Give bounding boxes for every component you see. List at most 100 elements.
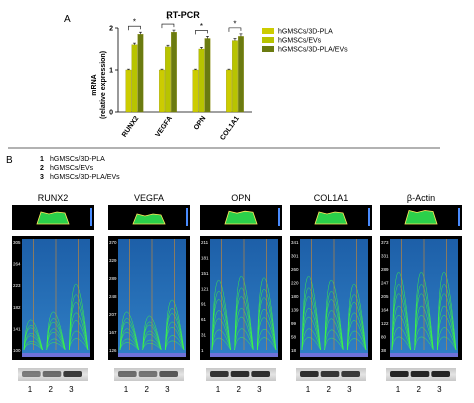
thumbnail-surface <box>224 210 258 225</box>
contour-line <box>142 330 162 351</box>
significance-star: * <box>233 19 236 28</box>
lane-key: 1 hGMSCs/3D-PLA 2 hGMSCs/EVs 3 hGMSCs/3D… <box>40 156 120 181</box>
y-tick-label: 1 <box>109 68 113 75</box>
significance-bracket <box>128 25 141 31</box>
heatmap-tick-label: 180 <box>291 294 299 299</box>
lane-number: 2 <box>326 385 331 394</box>
blot-panel-runx2: RUNX2 305 264 223 182 141 100 1 2 3 <box>12 193 94 394</box>
heatmap-tick-label: 121 <box>201 286 209 291</box>
heatmap-tick-label: 141 <box>13 326 21 331</box>
contour-line <box>119 342 139 351</box>
chart-legend: hGMSCs/3D-PLA hGMSCs/EVs hGMSCs/3D-PLA/EVs <box>262 28 348 54</box>
blot-band <box>42 371 62 377</box>
blot-panel--actin: β-Actin 373 331 289 247 205 164 122 80 38 1 2 3 <box>380 193 462 394</box>
blot-band <box>159 371 178 377</box>
x-tick-label: RUNX2 <box>121 115 140 139</box>
blot-band <box>341 371 360 377</box>
contour-line <box>23 341 43 351</box>
blot-band <box>118 371 137 377</box>
contour-line <box>69 283 89 351</box>
significance-bracket <box>195 30 208 35</box>
lane-strip <box>300 353 368 357</box>
blot-panel-vegfa: VEGFA 370 329 289 248 207 167 126 1 2 3 <box>108 193 190 394</box>
heatmap-tick-label: 91 <box>201 302 207 307</box>
contour-line <box>391 284 411 351</box>
lane-key-num-3: 3 <box>40 174 44 181</box>
y-axis-label: mRNA (relative expression) <box>91 51 107 119</box>
contour-line <box>437 336 457 351</box>
bar <box>125 69 132 113</box>
contour-line <box>347 330 367 351</box>
bar <box>226 69 232 113</box>
contour-line <box>211 279 231 351</box>
blot-band <box>431 371 450 377</box>
bar <box>204 38 211 113</box>
contour-line <box>347 283 367 351</box>
blot-band <box>390 371 409 377</box>
contour-line <box>257 337 277 351</box>
blot-panel-opn: OPN 211 181 151 121 91 61 31 1 1 2 3 <box>200 193 282 394</box>
lane-key-label-2: hGMSCs/EVs <box>50 165 94 172</box>
thumbnail-surface <box>132 213 166 225</box>
legend-swatch <box>262 28 274 34</box>
thumbnail-colorbar <box>278 208 280 226</box>
heatmap-tick-label: 38 <box>381 348 387 353</box>
significance-star: * <box>166 16 169 25</box>
contour-line <box>301 308 321 351</box>
legend-label: hGMSCs/3D-PLA <box>278 29 333 36</box>
bar <box>137 34 144 113</box>
heatmap-tick-label: 260 <box>291 267 299 272</box>
lane-number: 1 <box>28 385 33 394</box>
lane-number: 3 <box>347 385 352 394</box>
blot-panel-col1a1: COL1A1 341 301 260 220 180 139 99 58 18 1 2 3 <box>290 193 372 394</box>
bar <box>131 44 138 113</box>
blot-title: β-Actin <box>407 193 435 203</box>
blot-band <box>320 371 340 377</box>
heatmap-tick-label: 1 <box>201 348 204 353</box>
significance-star: * <box>133 18 136 27</box>
contour-line <box>234 308 254 351</box>
lane-number: 3 <box>437 385 442 394</box>
bar <box>159 69 165 113</box>
panel-a: A RT-PCR mRNA (relative expression) 0 1 2 *… <box>64 10 348 142</box>
lane-number: 2 <box>416 385 421 394</box>
lane-key-num-2: 2 <box>40 165 44 172</box>
y-tick-label: 2 <box>109 26 113 33</box>
bar <box>171 32 177 113</box>
contour-line <box>23 319 43 351</box>
heatmap-tick-label: 167 <box>109 330 117 335</box>
heatmap-tick-label: 370 <box>109 240 117 245</box>
heatmap-tick-label: 31 <box>201 333 207 338</box>
lane-strip <box>118 353 186 357</box>
heatmap-tick-label: 305 <box>13 240 21 245</box>
contour-line <box>165 321 185 351</box>
contour-line <box>324 329 344 351</box>
contour-line <box>414 284 434 351</box>
contour-line <box>437 284 457 351</box>
significance-bracket <box>228 27 242 32</box>
legend-swatch <box>262 37 274 43</box>
thumbnail-colorbar <box>458 208 460 226</box>
heatmap-tick-label: 207 <box>109 312 117 317</box>
legend-label: hGMSCs/EVs <box>278 38 322 45</box>
blot-band <box>410 371 430 377</box>
heatmap-tick-label: 223 <box>13 283 21 288</box>
contour-line <box>142 339 162 351</box>
heatmap-tick-label: 301 <box>291 254 299 259</box>
contour-line <box>347 338 367 351</box>
blot-band <box>251 371 270 377</box>
heatmap-tick-label: 80 <box>381 335 387 340</box>
contour-line <box>324 337 344 351</box>
lane-number: 3 <box>257 385 262 394</box>
thumbnail-colorbar <box>186 208 188 226</box>
lane-number: 2 <box>236 385 241 394</box>
blot-title: OPN <box>231 193 251 203</box>
y-tick-label: 0 <box>109 110 113 117</box>
bar <box>232 40 238 113</box>
contour-line <box>165 340 185 351</box>
lane-strip <box>22 353 90 357</box>
contour-line <box>301 287 321 351</box>
x-tick-label: VEGFA <box>155 115 174 138</box>
lane-number: 3 <box>165 385 170 394</box>
heatmap-tick-label: 247 <box>381 281 389 286</box>
